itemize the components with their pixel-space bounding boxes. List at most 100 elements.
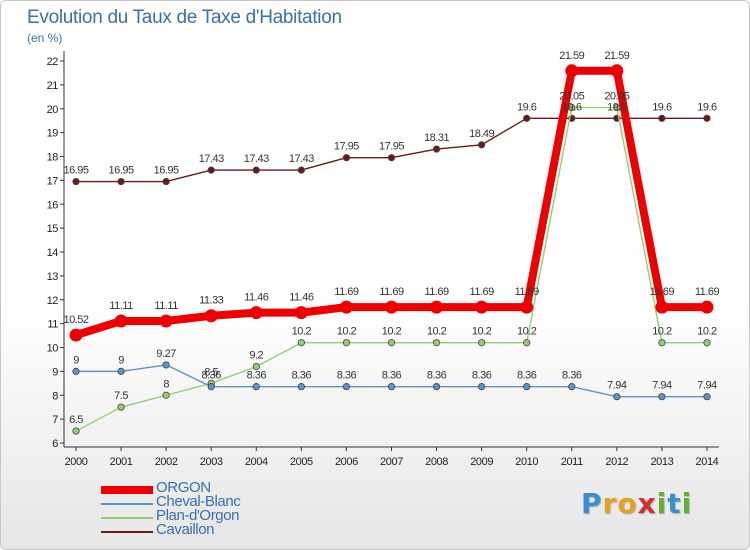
x-tick-label: 2000 xyxy=(65,456,88,468)
logo-letter: r xyxy=(602,487,618,520)
data-point-plan-d-orgon xyxy=(658,339,666,347)
data-point-orgon xyxy=(114,314,128,328)
data-point-orgon xyxy=(69,328,83,342)
y-tick-label: 14 xyxy=(47,247,59,259)
x-tick-label: 2001 xyxy=(110,456,133,468)
data-label-cheval-blanc: 8.36 xyxy=(337,370,357,382)
data-label-cheval-blanc: 7.94 xyxy=(697,380,717,392)
data-label-plan-d-orgon: 10.2 xyxy=(427,326,447,338)
data-label-cavaillon: 18.49 xyxy=(469,128,494,140)
y-tick-label: 11 xyxy=(47,319,58,331)
x-tick-label: 2009 xyxy=(470,456,493,468)
x-tick-label: 2002 xyxy=(155,456,178,468)
data-label-cheval-blanc: 9 xyxy=(118,354,124,366)
data-label-plan-d-orgon: 20.05 xyxy=(559,91,584,103)
data-point-orgon xyxy=(294,306,308,320)
data-label-cavaillon: 19.6 xyxy=(607,101,627,113)
y-tick-label: 19 xyxy=(47,128,59,140)
data-point-cavaillon xyxy=(432,145,441,153)
legend-swatch xyxy=(101,531,153,533)
data-point-cavaillon xyxy=(162,177,170,186)
data-label-plan-d-orgon: 10.2 xyxy=(697,326,717,338)
proxiti-logo: Proxiti xyxy=(581,487,692,520)
x-tick-label: 2011 xyxy=(561,456,583,468)
data-point-cavaillon xyxy=(703,114,711,122)
y-tick-label: 12 xyxy=(47,295,59,307)
data-point-cavaillon xyxy=(658,114,666,122)
data-point-cheval-blanc xyxy=(568,383,576,391)
data-label-cavaillon: 19.6 xyxy=(562,101,582,113)
data-point-cheval-blanc xyxy=(613,393,621,401)
data-point-cheval-blanc xyxy=(72,367,80,375)
data-point-orgon xyxy=(339,300,353,314)
x-tick-label: 2014 xyxy=(696,456,719,468)
data-label-cavaillon: 17.43 xyxy=(199,153,224,165)
data-label-cavaillon: 17.95 xyxy=(334,141,359,153)
data-label-plan-d-orgon: 6.5 xyxy=(69,414,83,426)
data-label-plan-d-orgon: 7.5 xyxy=(114,390,128,402)
data-point-cavaillon xyxy=(297,166,305,174)
data-label-orgon: 11.46 xyxy=(244,292,269,304)
data-label-orgon: 11.69 xyxy=(650,286,675,298)
data-label-orgon: 10.52 xyxy=(63,314,88,326)
legend-label: Plan-d'Orgon xyxy=(156,507,240,524)
data-label-plan-d-orgon: 10.2 xyxy=(382,326,402,338)
data-label-cavaillon: 17.43 xyxy=(289,153,314,165)
x-tick-label: 2004 xyxy=(245,456,268,468)
logo-letter: i xyxy=(681,487,693,520)
data-point-orgon xyxy=(384,300,398,314)
x-tick-label: 2005 xyxy=(290,456,313,468)
data-point-cheval-blanc xyxy=(162,361,170,369)
data-label-cheval-blanc: 9 xyxy=(73,354,79,366)
legend-label: ORGON xyxy=(156,479,211,496)
data-label-plan-d-orgon: 10.2 xyxy=(337,326,357,338)
y-tick-label: 21 xyxy=(47,80,59,92)
data-label-orgon: 11.69 xyxy=(470,286,495,298)
logo-letter: P xyxy=(581,487,603,520)
data-label-cheval-blanc: 9.27 xyxy=(156,348,176,360)
data-point-plan-d-orgon xyxy=(117,403,125,411)
data-point-cheval-blanc xyxy=(252,383,260,391)
data-point-plan-d-orgon xyxy=(297,339,305,347)
x-tick-label: 2012 xyxy=(605,456,628,468)
data-point-cavaillon xyxy=(252,166,260,174)
y-tick-label: 20 xyxy=(47,104,59,116)
data-point-orgon xyxy=(249,306,263,320)
data-label-cheval-blanc: 7.94 xyxy=(652,380,672,392)
data-label-cavaillon: 18.31 xyxy=(424,132,449,144)
data-label-plan-d-orgon: 8.5 xyxy=(204,366,218,378)
data-point-plan-d-orgon xyxy=(432,339,441,347)
data-point-orgon xyxy=(565,64,579,78)
data-point-orgon xyxy=(159,314,173,328)
data-point-cavaillon xyxy=(207,166,215,174)
data-point-plan-d-orgon xyxy=(703,339,711,347)
data-point-orgon xyxy=(700,300,714,314)
legend-label: Cheval-Blanc xyxy=(156,493,241,510)
data-label-cheval-blanc: 8.36 xyxy=(472,370,492,382)
data-point-orgon xyxy=(520,300,534,314)
data-point-plan-d-orgon xyxy=(523,339,531,347)
y-tick-label: 6 xyxy=(52,438,58,450)
x-tick-label: 2013 xyxy=(650,456,673,468)
data-label-orgon: 11.69 xyxy=(424,286,449,298)
data-label-plan-d-orgon: 8 xyxy=(163,378,169,390)
logo-letter: x xyxy=(637,487,657,520)
data-point-cavaillon xyxy=(72,177,80,186)
data-point-cheval-blanc xyxy=(117,367,125,375)
data-label-cavaillon: 19.6 xyxy=(517,101,537,113)
data-label-cavaillon: 16.95 xyxy=(109,165,134,177)
data-point-plan-d-orgon xyxy=(342,339,351,347)
data-point-cheval-blanc xyxy=(387,383,396,391)
data-point-plan-d-orgon xyxy=(252,362,260,371)
x-tick-label: 2010 xyxy=(515,456,538,468)
data-label-cheval-blanc: 7.94 xyxy=(607,380,627,392)
data-label-orgon: 21.59 xyxy=(604,50,629,62)
data-label-cheval-blanc: 8.36 xyxy=(517,370,537,382)
data-point-cavaillon xyxy=(478,141,486,149)
data-label-cavaillon: 17.43 xyxy=(244,153,269,165)
data-point-cavaillon xyxy=(523,114,531,122)
data-point-orgon xyxy=(475,300,489,314)
data-label-orgon: 11.46 xyxy=(289,292,314,304)
legend-swatch xyxy=(101,503,153,505)
